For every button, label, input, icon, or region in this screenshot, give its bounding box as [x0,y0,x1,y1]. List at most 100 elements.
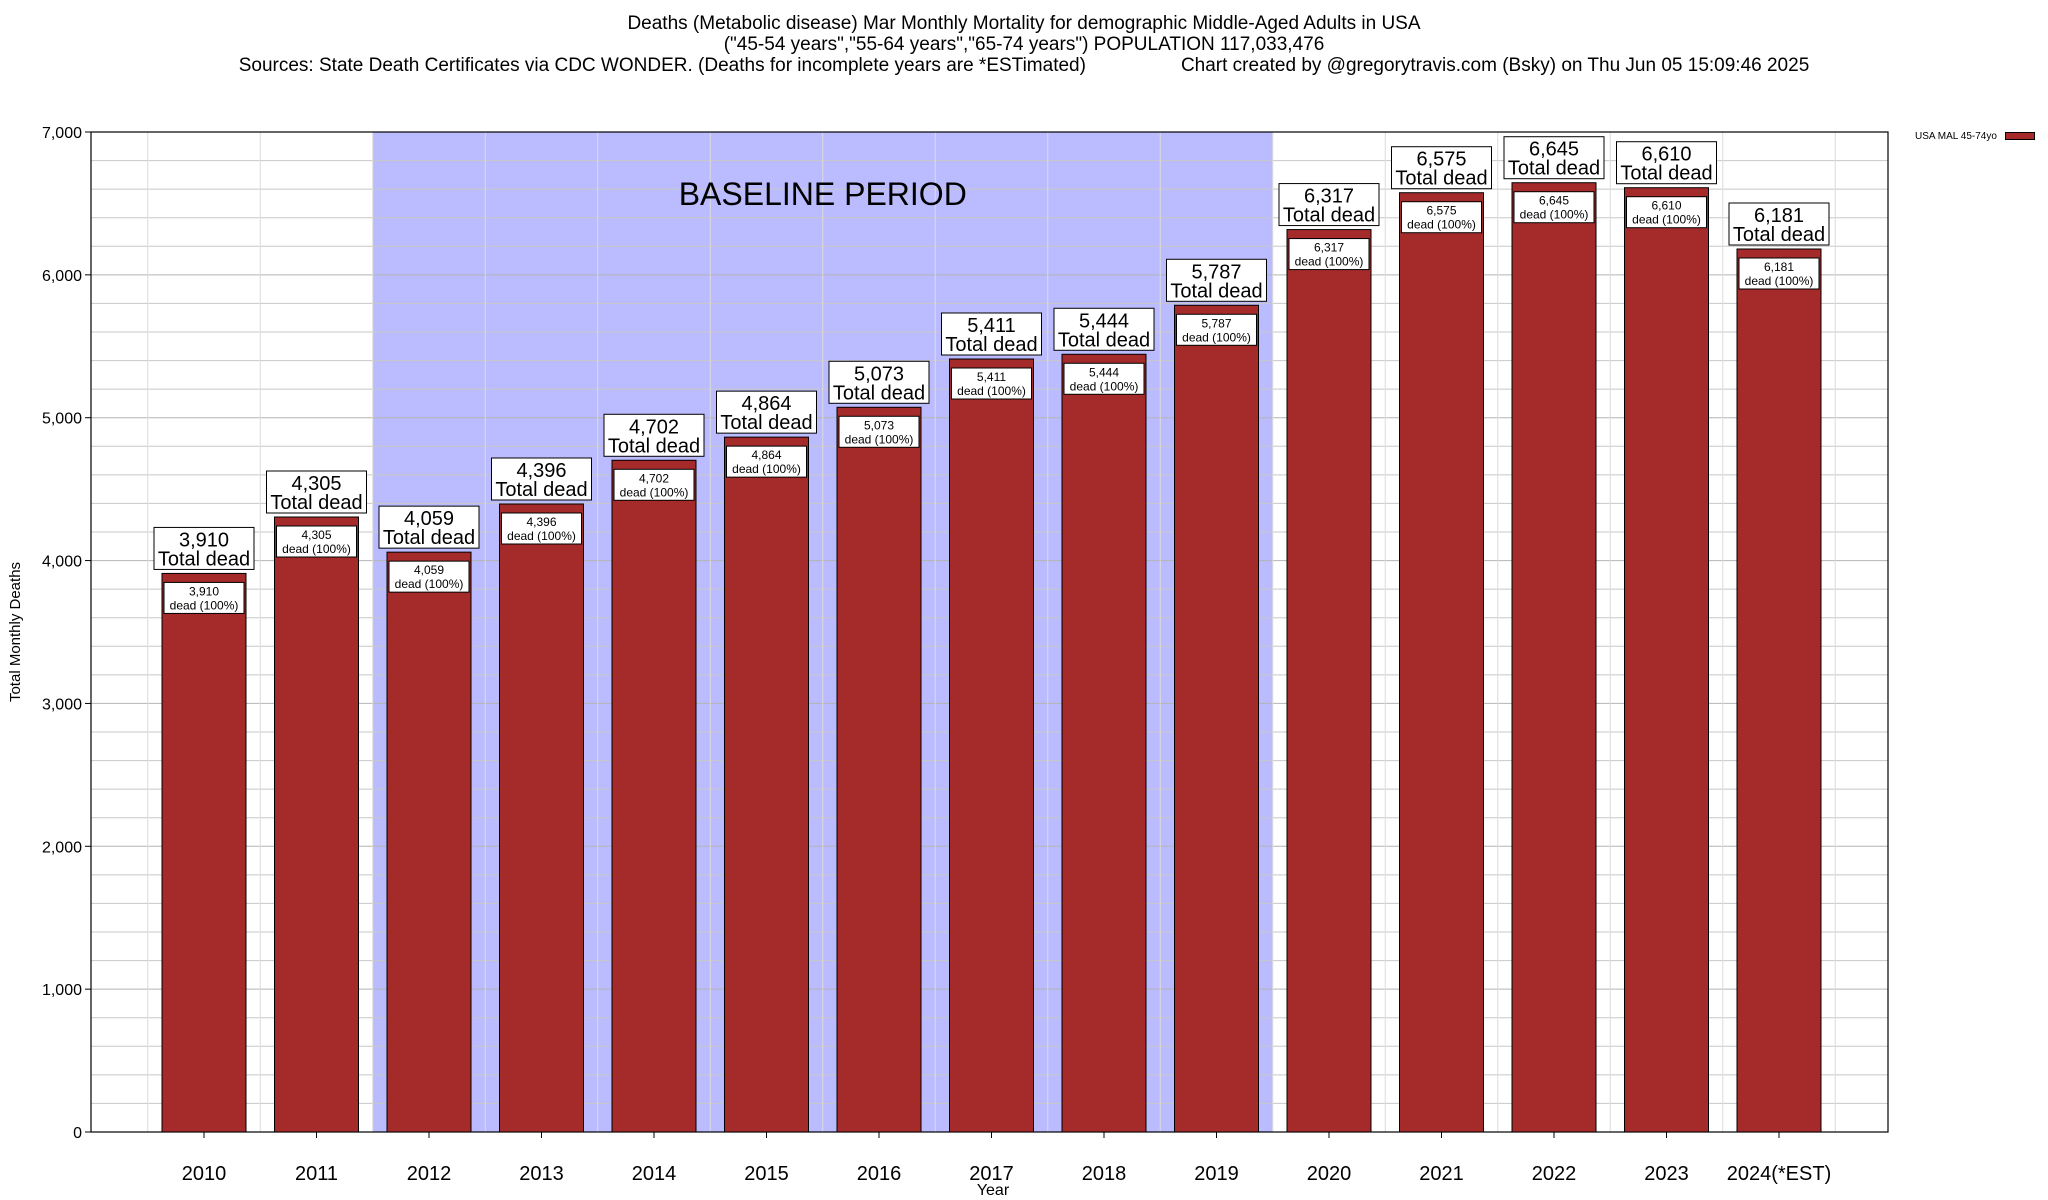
bar-total-text-label: Total dead [1170,280,1262,302]
bar-inner-value-label: 5,444 [1089,365,1119,379]
credit-text: Chart created by @gregorytravis.com (Bsk… [1180,55,1810,76]
bar-total-text-label: Total dead [833,382,925,404]
bar-total-text-label: Total dead [1395,168,1487,190]
bar-inner-pct-label: dead (100%) [1407,218,1476,232]
x-tick-label: 2019 [1194,1163,1239,1185]
bar-total-text-label: Total dead [608,435,700,457]
y-tick-label: 5,000 [42,411,82,428]
bar-total-value-label: 4,059 [404,508,454,530]
bar-total-value-label: 6,317 [1304,186,1354,208]
y-tick-label: 0 [73,1125,82,1142]
bar-inner-label-box [388,560,470,593]
bar-total-value-label: 6,181 [1754,205,1804,227]
bar [611,459,697,1133]
bar-inner-label-box [276,525,357,558]
bar-inner-label-box [1513,191,1595,224]
bar-inner-label-box [1738,257,1820,290]
bar-inner-pct-label: dead (100%) [282,542,351,556]
bar-total-value-label: 5,073 [854,363,904,385]
chart-legend: USA MAL 45-74yo [1915,131,2035,143]
bar-inner-pct-label: dead (100%) [1070,379,1139,393]
bar-inner-label-box [951,367,1032,400]
bar-inner-value-label: 4,305 [301,528,331,542]
bar-total-value-label: 4,702 [629,416,679,438]
x-tick-label: 2023 [1644,1163,1689,1185]
bar-total-value-label: 5,787 [1191,261,1241,283]
bar-inner-pct-label: dead (100%) [507,529,576,543]
y-tick-label: 6,000 [42,268,82,285]
bar-total-text-label: Total dead [495,479,587,501]
bar-total-label-box [1391,146,1492,190]
bar [274,516,359,1133]
bar-total-label-box [1166,258,1267,302]
bar-inner-label-box [163,581,245,614]
x-axis-label: Year [977,1182,1010,1199]
x-tick-label: 2014 [632,1163,677,1185]
y-axis-label: Total Monthly Deaths [7,562,24,702]
y-tick-label: 1,000 [42,982,82,999]
bar-inner-value-label: 3,910 [189,584,219,598]
x-tick-label: 2020 [1307,1163,1352,1185]
bar [1286,229,1372,1133]
bar-inner-pct-label: dead (100%) [1295,255,1364,269]
bar-inner-label-box [1626,196,1707,229]
bar-total-label-box [378,505,480,549]
bar [724,436,809,1133]
x-tick-label: 2024(*EST) [1727,1163,1832,1185]
bar-total-value-label: 3,910 [179,529,229,551]
bar-total-label-box [1503,136,1605,180]
bar-inner-label-box [838,415,920,448]
bar [949,358,1034,1133]
bar [1174,304,1259,1133]
bar [1624,187,1709,1133]
bar [1736,248,1822,1133]
bar-inner-value-label: 4,059 [414,563,444,577]
x-tick-label: 2017 [969,1163,1014,1185]
bar-inner-value-label: 4,864 [751,448,781,462]
bar [161,572,247,1133]
bar-inner-pct-label: dead (100%) [732,462,801,476]
bar-inner-value-label: 5,787 [1201,316,1231,330]
y-tick-label: 7,000 [42,125,82,142]
bar-inner-label-box [1401,201,1482,234]
bar-inner-pct-label: dead (100%) [1182,330,1251,344]
bar-total-label-box [828,360,930,404]
y-tick-label: 3,000 [42,696,82,713]
bar [1511,182,1597,1133]
bar-total-value-label: 6,645 [1529,139,1579,161]
bar-inner-pct-label: dead (100%) [620,485,689,499]
x-tick-label: 2013 [519,1163,564,1185]
bar [836,406,922,1133]
bar [1399,192,1484,1133]
bar-total-text-label: Total dead [720,412,812,434]
bar-inner-label-box [1176,313,1257,346]
bar-total-label-box [603,413,705,457]
x-tick-label: 2018 [1082,1163,1127,1185]
bar-inner-pct-label: dead (100%) [170,598,239,612]
bar-total-value-label: 4,396 [516,460,566,482]
bar-total-text-label: Total dead [1508,158,1600,180]
bar-inner-pct-label: dead (100%) [1520,208,1589,222]
bar-inner-value-label: 6,317 [1314,241,1344,255]
bar-inner-label-box [501,512,582,545]
bar-total-text-label: Total dead [1058,329,1150,351]
bar-total-text-label: Total dead [1620,163,1712,185]
x-tick-label: 2011 [295,1163,338,1185]
x-tick-label: 2021 [1419,1163,1464,1185]
bar-inner-label-box [726,445,807,478]
bar-inner-pct-label: dead (100%) [957,384,1026,398]
bar-inner-label-box [1063,362,1145,395]
bar-total-label-box [1616,141,1717,185]
bar-total-value-label: 6,575 [1416,149,1466,171]
bar-inner-label-box [613,468,695,501]
bar-total-value-label: 6,610 [1641,144,1691,166]
bar-total-label-box [491,457,592,501]
bar-total-label-box [1278,183,1380,227]
x-tick-label: 2015 [744,1163,789,1185]
x-tick-label: 2010 [182,1163,227,1185]
bar-total-text-label: Total dead [383,527,475,549]
bar-inner-value-label: 6,575 [1426,204,1456,218]
bar-inner-pct-label: dead (100%) [1745,274,1814,288]
bar-total-value-label: 4,864 [741,393,791,415]
